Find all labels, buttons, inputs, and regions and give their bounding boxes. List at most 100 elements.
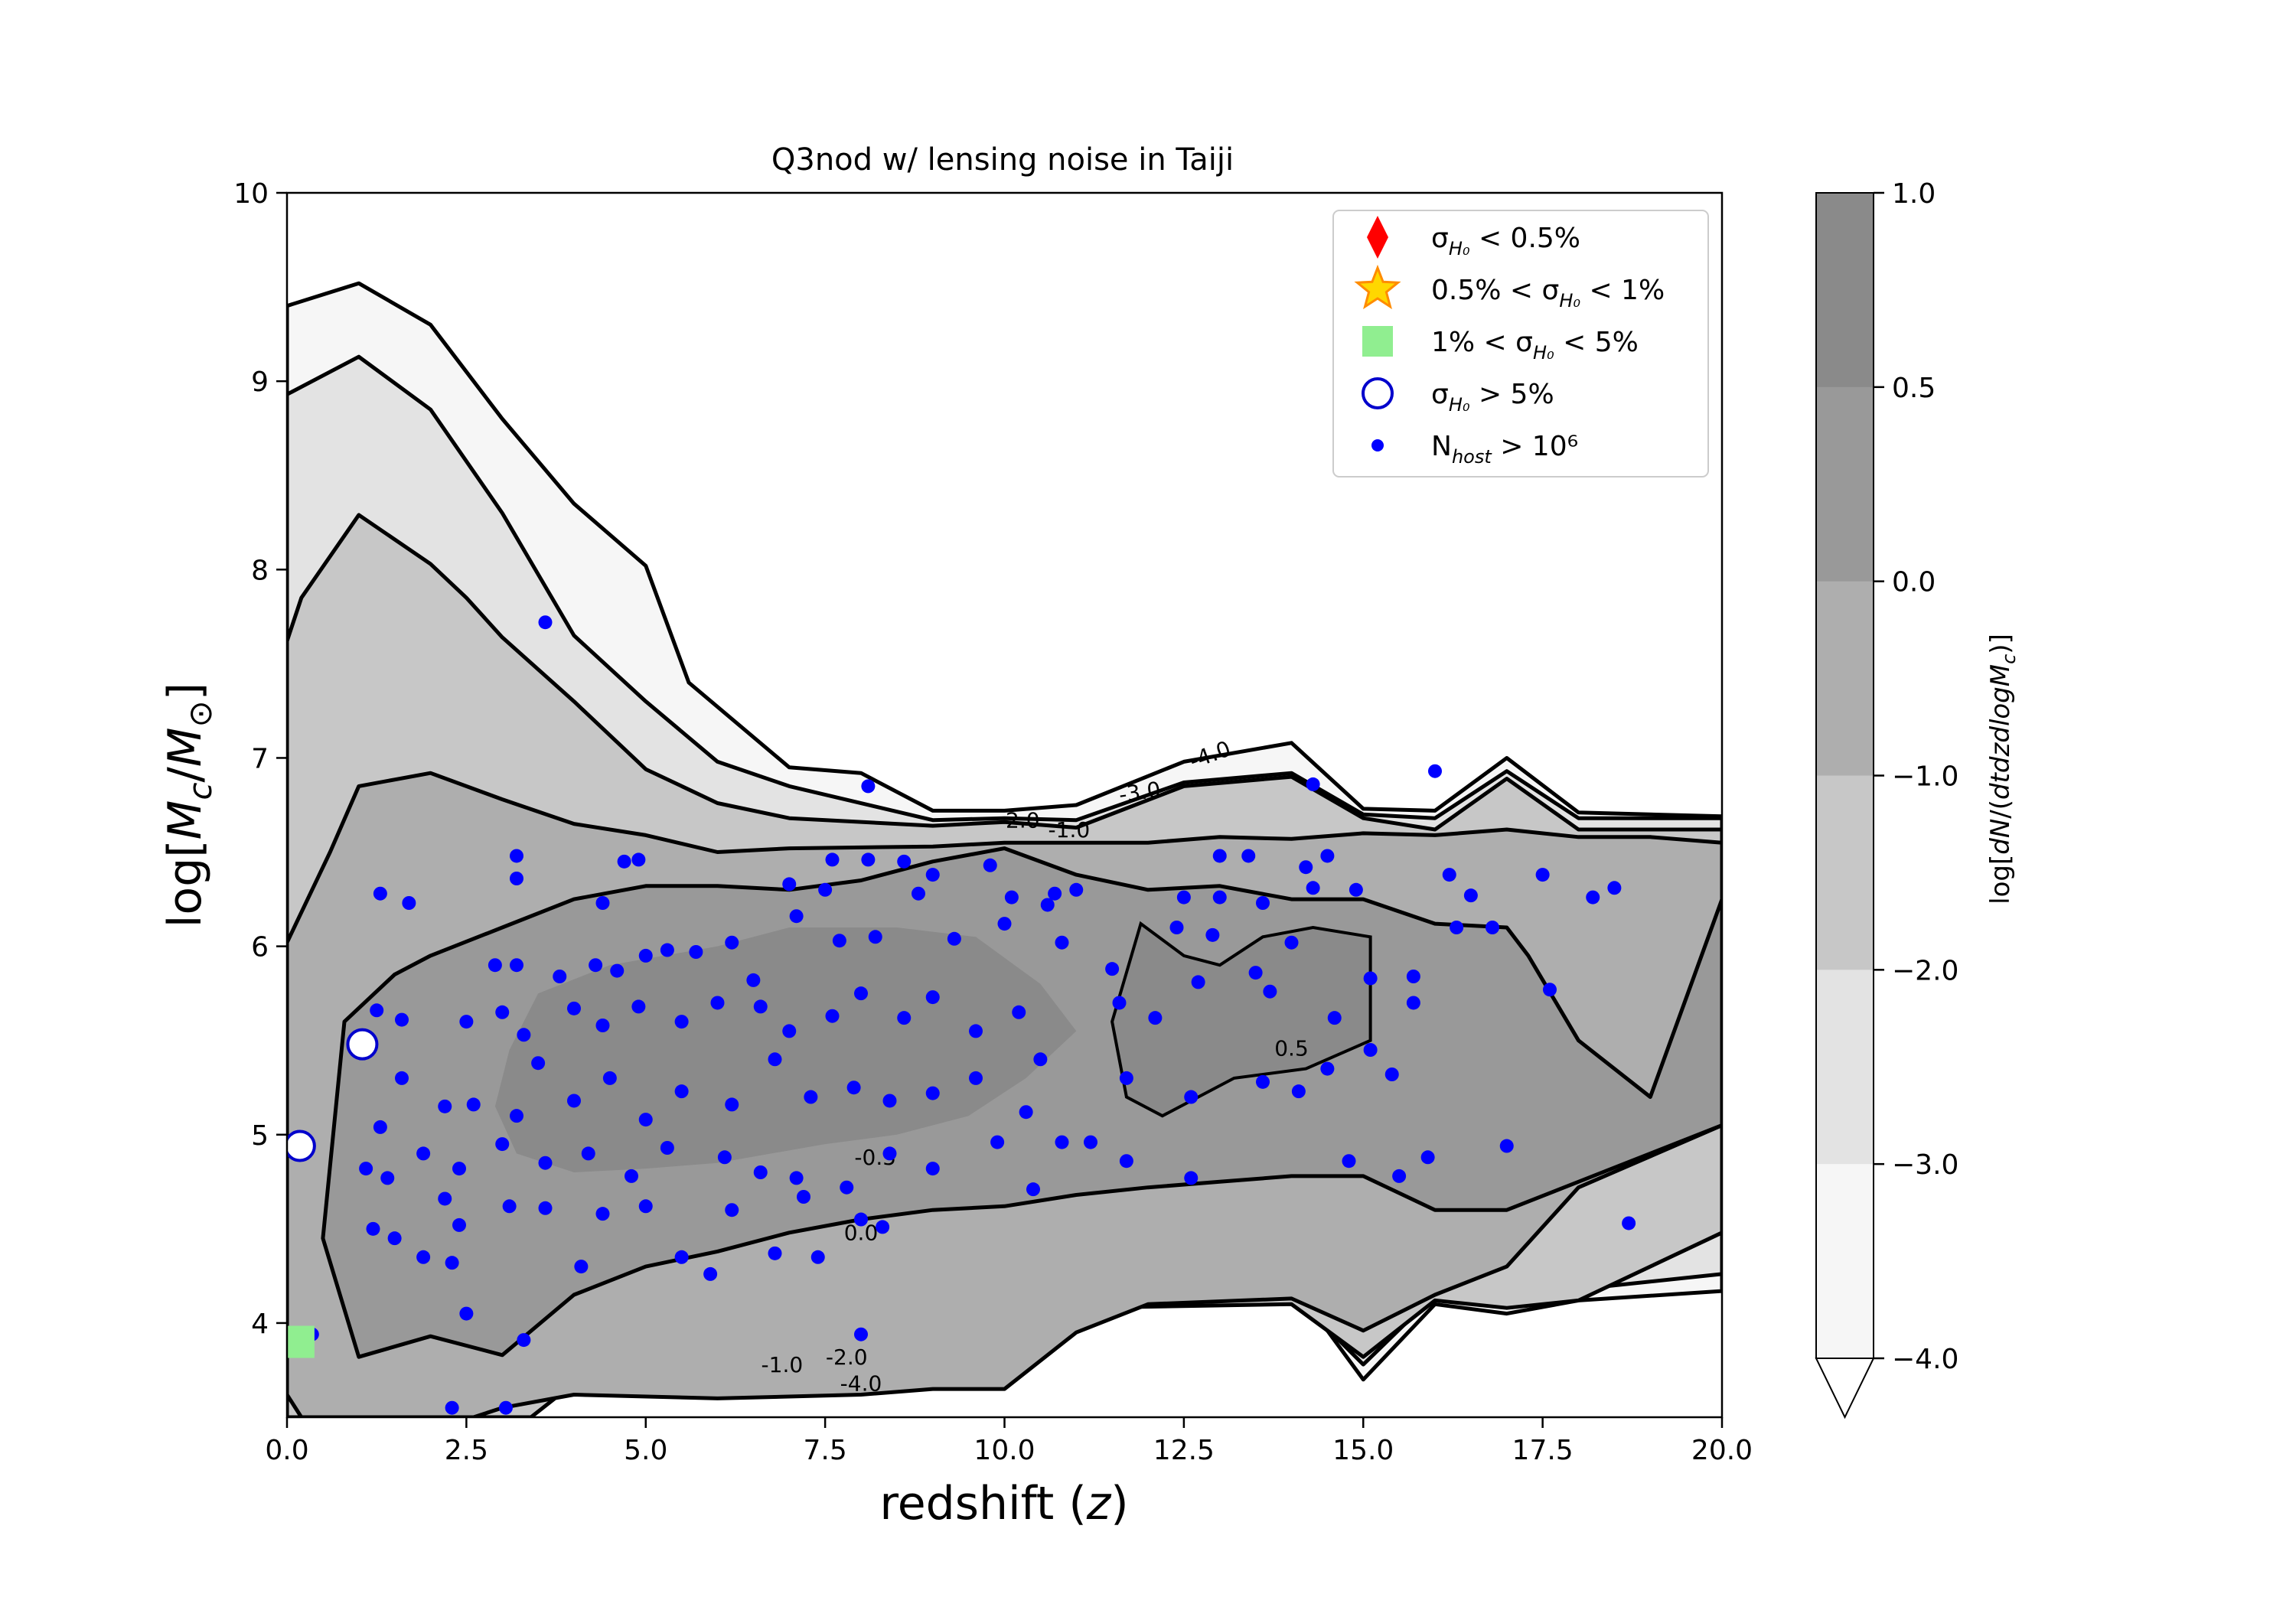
- nhost-point: [782, 877, 797, 892]
- nhost-point: [725, 1203, 739, 1217]
- nhost-point: [1320, 1061, 1335, 1076]
- nhost-point: [768, 1246, 782, 1260]
- nhost-point: [1105, 962, 1120, 976]
- y-tick-label: 6: [251, 932, 269, 963]
- nhost-point: [846, 1081, 861, 1095]
- nhost-point: [1248, 966, 1263, 980]
- nhost-point: [997, 917, 1012, 931]
- legend-frame: [1332, 210, 1709, 478]
- y-tick-label: 9: [251, 367, 269, 398]
- nhost-point: [1535, 868, 1550, 882]
- colorbar-level-block: [1816, 581, 1874, 776]
- x-tick-label: 5.0: [624, 1435, 667, 1466]
- nhost-point: [459, 1015, 474, 1029]
- scatter-points: [287, 615, 1636, 1415]
- nhost-point: [366, 1221, 380, 1236]
- x-tick-label: 17.5: [1512, 1435, 1574, 1466]
- nhost-point: [359, 1162, 373, 1176]
- nhost-point: [810, 1250, 825, 1264]
- nhost-point: [1040, 898, 1055, 912]
- colorbar-level-block: [1816, 193, 1874, 388]
- colorbar-level-block: [1816, 775, 1874, 970]
- nhost-point: [631, 999, 646, 1014]
- nhost-point: [1169, 921, 1184, 934]
- nhost-point: [897, 1011, 912, 1025]
- nhost-point: [832, 934, 846, 948]
- x-tick-label: 10.0: [974, 1435, 1035, 1466]
- nhost-point: [789, 909, 804, 924]
- colorbar-tick-label: −3.0: [1892, 1149, 1958, 1181]
- nhost-point: [1184, 1171, 1199, 1185]
- colorbar-level-block: [1816, 970, 1874, 1165]
- nhost-point: [445, 1400, 459, 1415]
- nhost-point: [861, 852, 876, 867]
- nhost-point: [538, 1156, 553, 1170]
- nhost-point: [370, 1003, 384, 1018]
- nhost-point: [625, 1169, 638, 1183]
- nhost-point: [1463, 888, 1478, 903]
- nhost-point: [1420, 1150, 1435, 1165]
- nhost-point: [882, 1094, 897, 1108]
- colorbar-tick-label: 0.5: [1892, 373, 1936, 404]
- nhost-point: [1450, 921, 1464, 934]
- nhost-point: [1119, 1154, 1133, 1169]
- nhost-point: [983, 858, 997, 872]
- y-tick-label: 5: [251, 1120, 269, 1152]
- nhost-point: [498, 1400, 513, 1415]
- nhost-point: [638, 948, 653, 963]
- nhost-point: [538, 615, 553, 630]
- nhost-point: [1392, 1169, 1407, 1183]
- nhost-point: [674, 1084, 689, 1099]
- x-tick-label: 0.0: [265, 1435, 308, 1466]
- colorbar-tick-label: 0.0: [1892, 567, 1936, 598]
- nhost-point: [947, 931, 961, 946]
- nhost-point: [1119, 1071, 1133, 1085]
- nhost-point: [1327, 1011, 1342, 1025]
- nhost-point: [373, 886, 387, 901]
- contour-label: -3.0: [1117, 777, 1163, 807]
- nhost-point: [1033, 1052, 1048, 1067]
- nhost-point: [502, 1199, 517, 1214]
- colorbar-tick-label: −4.0: [1892, 1344, 1958, 1375]
- nhost-point: [517, 1028, 531, 1042]
- nhost-point: [1004, 890, 1019, 905]
- nhost-point: [818, 882, 833, 897]
- nhost-point: [567, 1094, 581, 1108]
- colorbar: 1.0 0.5 0.0 −1.0 −2.0 −3.0 −4.0 log[dN/(dtdzdl…: [1815, 178, 2020, 1420]
- nhost-point: [510, 1109, 523, 1123]
- nhost-point: [1026, 1182, 1040, 1197]
- legend-marker-star: [1354, 264, 1401, 310]
- nhost-point: [595, 896, 610, 910]
- nhost-point: [746, 973, 761, 987]
- legend-marker-dot: [1371, 439, 1384, 451]
- nhost-point: [1241, 849, 1256, 863]
- nhost-point: [1184, 1090, 1199, 1104]
- nhost-point: [1607, 881, 1622, 895]
- sigma-1-5pct-point: [287, 1325, 315, 1358]
- chart-title: Q3nod w/ lensing noise in Taiji: [771, 142, 1234, 178]
- sigma-over-5pct-point: [287, 1129, 316, 1162]
- nhost-point: [1586, 890, 1600, 905]
- nhost-point: [1384, 1068, 1399, 1081]
- legend-label: σH₀ < 0.5%: [1431, 223, 1580, 259]
- legend: σH₀ < 0.5% 0.5% < σH₀ < 1% 1% < σH₀ < 5% σH…: [1332, 210, 1709, 478]
- nhost-point: [589, 958, 603, 973]
- nhost-point: [1291, 1084, 1306, 1099]
- contour-label: -4.0: [840, 1371, 882, 1397]
- x-tick-label: 12.5: [1153, 1435, 1215, 1466]
- y-tick-label: 8: [251, 555, 269, 586]
- colorbar-level-block: [1816, 1164, 1874, 1359]
- nhost-point: [782, 1024, 797, 1038]
- nhost-point: [395, 1071, 409, 1085]
- nhost-point: [840, 1180, 854, 1195]
- nhost-point: [797, 1190, 810, 1204]
- nhost-point: [595, 1019, 610, 1032]
- nhost-point: [416, 1146, 431, 1161]
- nhost-point: [804, 1090, 818, 1104]
- nhost-point: [674, 1015, 689, 1029]
- nhost-point: [1363, 1043, 1378, 1057]
- nhost-point: [1363, 971, 1378, 986]
- nhost-point: [402, 896, 416, 910]
- contour-label: -2.0: [826, 1345, 868, 1370]
